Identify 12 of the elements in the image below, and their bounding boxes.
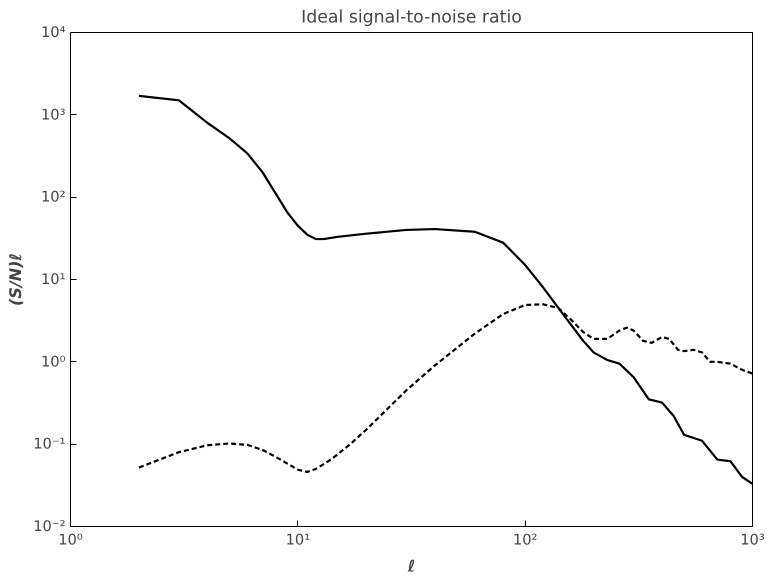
chart-title: Ideal signal-to-noise ratio [301,8,522,28]
y-tick-label: 10¹ [40,271,66,288]
x-tick-label: 10¹ [286,532,310,548]
x-tick-label: 10³ [740,532,765,548]
x-tick-label: 10² [512,532,538,548]
y-tick-label: 10³ [40,106,66,124]
y-tick-label: 10⁻¹ [33,436,66,453]
y-axis-title: (S/N)ℓ [6,253,26,306]
y-tick-label: 10² [40,188,66,206]
y-tick-label: 10⁴ [40,24,66,41]
y-tick-label: 10⁰ [40,353,66,370]
x-axis-title: ℓ [406,556,416,576]
